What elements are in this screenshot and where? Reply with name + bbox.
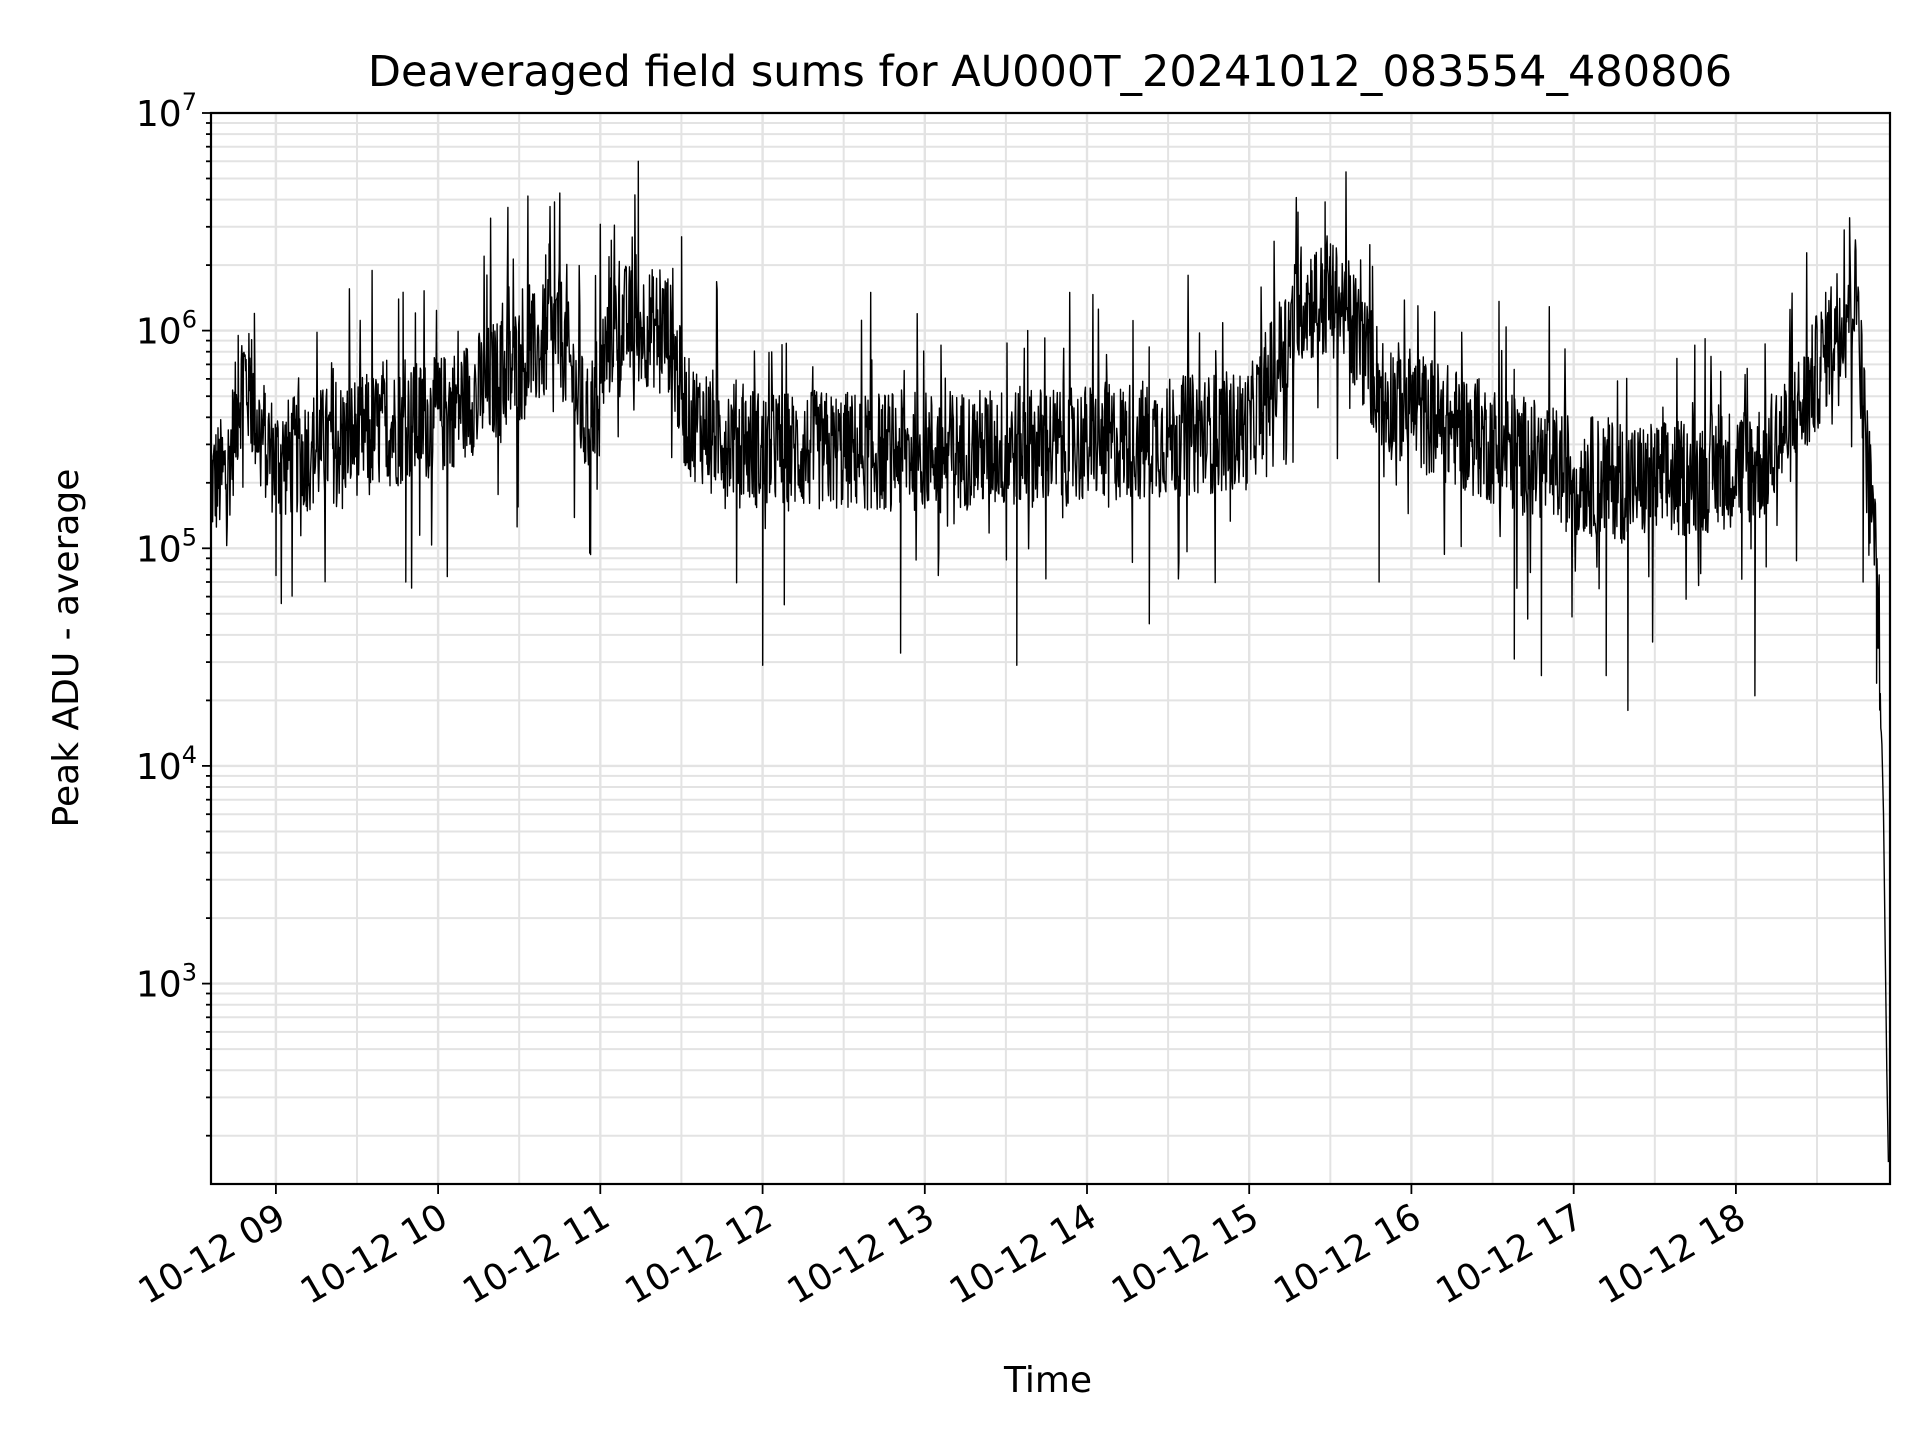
- y-tick-label: 105: [136, 523, 197, 570]
- y-tick-label: 103: [136, 959, 197, 1006]
- y-axis: 103 104 105 106 107: [136, 88, 211, 1137]
- y-tick-label: 104: [136, 741, 197, 788]
- x-axis-label: Time: [1003, 1360, 1092, 1401]
- chart-title: Deaveraged field sums for AU000T_2024101…: [368, 47, 1732, 97]
- series-line: [210, 160, 1890, 1163]
- y-tick-label: 107: [136, 88, 197, 135]
- y-axis-label: Peak ADU - average: [46, 469, 87, 828]
- series-layer: [210, 160, 1890, 1163]
- y-tick-label: 106: [136, 306, 197, 353]
- plot-frame: [209, 111, 1892, 1186]
- major-gridlines: [211, 111, 1890, 1184]
- minor-gridlines: [211, 113, 1890, 1184]
